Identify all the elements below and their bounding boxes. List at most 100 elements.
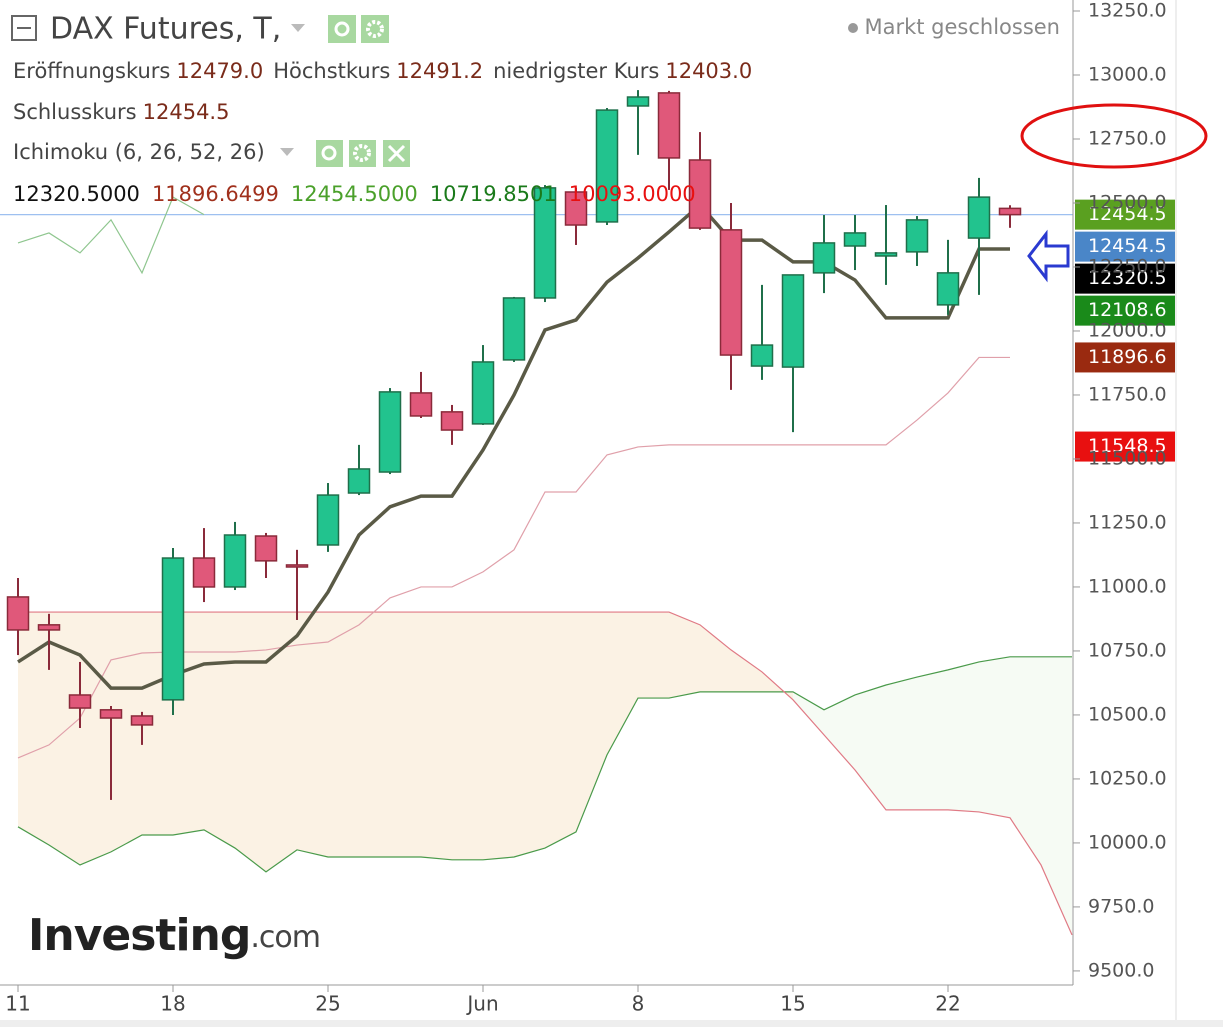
x-tick-label: 25 — [315, 992, 340, 1016]
x-tick-label: 11 — [5, 992, 30, 1016]
pointer-arrow — [1027, 229, 1070, 283]
y-tick-label: 12500.0 — [1088, 191, 1167, 213]
price-tag — [1075, 431, 1175, 462]
remove-icon — [387, 144, 406, 163]
cloud — [1041, 656, 1072, 935]
price-tag — [1075, 263, 1175, 294]
price-tag-label: 12454.5 — [1088, 235, 1167, 257]
price-tag — [1075, 342, 1175, 373]
y-tick-label: 13000.0 — [1088, 64, 1167, 86]
candle-body — [502, 297, 526, 361]
chart-title: DAX Futures, T, — [50, 12, 281, 47]
candle-body — [409, 392, 433, 417]
legend-label: Schlusskurs — [13, 100, 137, 124]
visibility-button[interactable] — [316, 140, 343, 167]
highlight-ellipse — [1020, 103, 1208, 169]
cloud — [700, 624, 731, 692]
price-tag-label: 11896.6 — [1088, 346, 1167, 368]
gear-icon — [353, 144, 371, 162]
gear-icon — [366, 20, 384, 38]
cloud — [328, 612, 359, 858]
candle-body — [130, 715, 154, 726]
cloud — [1010, 656, 1041, 865]
cloud — [80, 612, 111, 865]
indicator-value: 11896.6499 — [152, 182, 279, 206]
y-tick-label: 10500.0 — [1088, 703, 1167, 725]
price-tag-label: 11548.5 — [1088, 435, 1167, 457]
cloud — [390, 612, 421, 858]
cloud — [979, 656, 1010, 818]
cloud — [886, 677, 917, 810]
y-tick-label: 9500.0 — [1088, 959, 1154, 981]
footer-strip — [0, 1020, 1223, 1027]
indicator-line — [17, 196, 205, 275]
cloud — [824, 694, 855, 770]
indicator-line — [17, 656, 1072, 873]
cloud — [204, 612, 235, 849]
x-tick-label: 18 — [160, 992, 185, 1016]
cloud — [421, 612, 452, 860]
cloud — [607, 612, 638, 755]
candle-body — [967, 196, 991, 239]
plot-area — [0, 90, 1073, 936]
cloud — [297, 612, 328, 858]
price-tag — [1075, 199, 1175, 230]
candle-body — [936, 272, 960, 306]
price-tag — [1075, 231, 1175, 262]
candle-body — [843, 232, 867, 247]
watermark-suffix: .com — [250, 920, 320, 955]
candle-body — [378, 391, 402, 473]
candle-body — [874, 252, 898, 257]
candle-body — [347, 468, 371, 494]
candle-body — [533, 187, 557, 299]
candle-body — [316, 494, 340, 546]
candle-body — [564, 191, 588, 226]
cloud — [235, 612, 266, 872]
candle-body — [750, 344, 774, 367]
dropdown-arrow[interactable] — [280, 148, 294, 156]
legend-label: Eröffnungskurs — [13, 59, 170, 83]
candle-body — [254, 535, 278, 562]
y-tick-label: 13250.0 — [1088, 0, 1167, 22]
cloud — [111, 612, 142, 852]
ohlc-legend-row: Eröffnungskurs 12479.0 Höchstkurs 12491.2 ni… — [13, 59, 752, 83]
legend-value: 12403.0 — [665, 59, 752, 83]
y-tick-label: 11000.0 — [1088, 575, 1167, 597]
dropdown-arrow[interactable] — [291, 24, 305, 32]
candle-body — [812, 242, 836, 274]
y-tick-label: 9750.0 — [1088, 895, 1154, 917]
cloud — [638, 612, 669, 699]
visibility-button[interactable] — [328, 15, 356, 43]
settings-button[interactable] — [361, 15, 389, 43]
cloud — [266, 612, 297, 872]
cloud — [948, 661, 979, 812]
x-tick-label: Jun — [465, 992, 498, 1016]
y-tick-label: 11250.0 — [1088, 511, 1167, 533]
cloud — [452, 612, 483, 860]
cloud — [731, 649, 762, 692]
candle-body — [68, 694, 92, 709]
cloud — [483, 612, 514, 860]
price-tag-label: 12454.5 — [1088, 203, 1167, 225]
legend-value: 12491.2 — [396, 59, 483, 83]
indicator-value: 12454.5000 — [291, 182, 418, 206]
candle-body — [440, 411, 464, 431]
x-tick-label: 8 — [632, 992, 645, 1016]
y-tick-label: 12000.0 — [1088, 319, 1167, 341]
legend-label: niedrigster Kurs — [493, 59, 659, 83]
indicator-value: 10719.8501 — [430, 182, 557, 206]
indicator-name: Ichimoku (6, 26, 52, 26) — [13, 140, 265, 164]
candle-body — [223, 534, 247, 588]
candle-body — [626, 96, 650, 107]
collapse-icon[interactable] — [11, 15, 37, 41]
legend-value: 12479.0 — [176, 59, 263, 83]
price-tag-label: 12108.6 — [1088, 299, 1167, 321]
market-status: Markt geschlossen — [864, 15, 1060, 39]
indicator-line — [18, 611, 1073, 936]
candle-body — [657, 92, 681, 159]
cloud — [576, 612, 607, 832]
cloud — [359, 612, 390, 858]
candle-body — [905, 219, 929, 253]
